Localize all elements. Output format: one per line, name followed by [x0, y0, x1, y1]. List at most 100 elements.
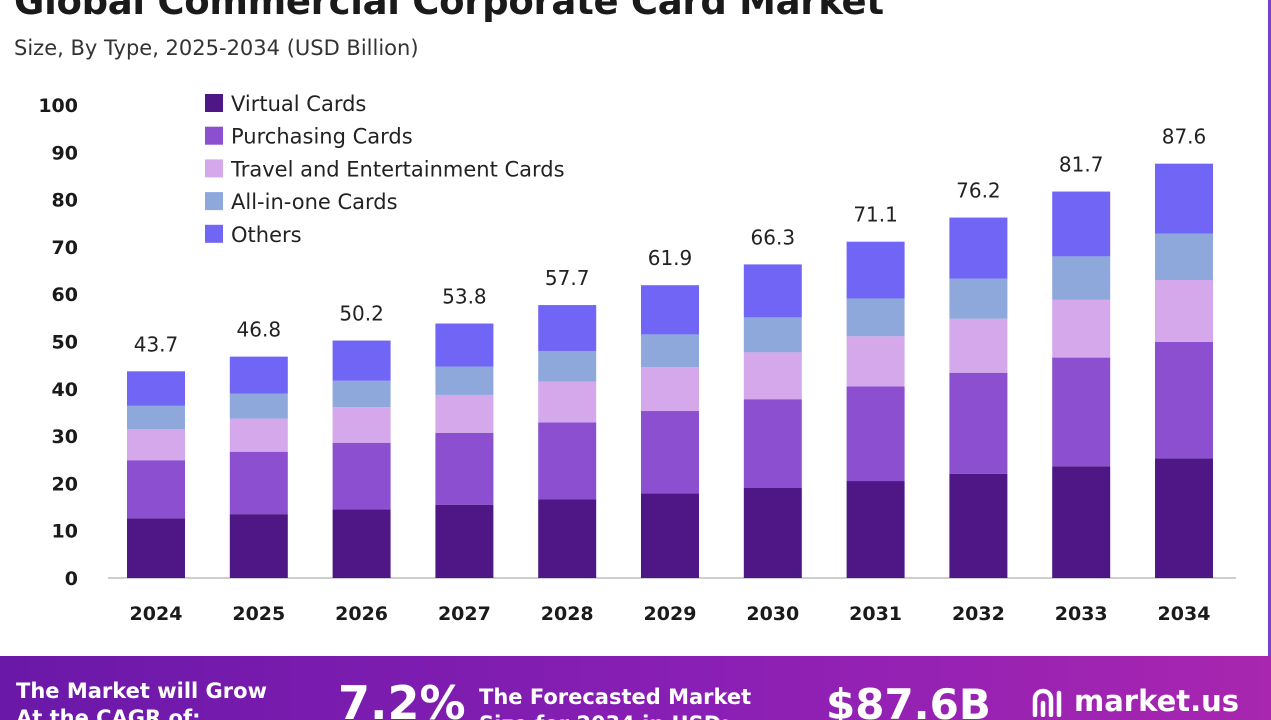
cagr-caption: The Market will Grow At the CAGR of: — [16, 678, 267, 720]
bar-segment — [743, 352, 802, 400]
legend-swatch — [205, 224, 223, 243]
x-tick-label: 2030 — [746, 603, 799, 625]
bar-total-label: 81.7 — [1059, 153, 1104, 177]
y-tick-label: 30 — [52, 426, 78, 448]
bar-segment — [127, 460, 185, 519]
bar-segment — [229, 514, 288, 578]
bar-total-label: 43.7 — [134, 332, 179, 356]
bar-segment — [332, 509, 391, 578]
bar-segment — [229, 393, 288, 419]
stacked-bar-chart: 010203040506070809010043.7202446.8202550… — [38, 92, 1236, 625]
forecast-caption-line1: The Forecasted Market — [479, 685, 752, 709]
bar-segment — [435, 394, 494, 433]
bar-segment — [332, 380, 391, 408]
bar-total-label: 76.2 — [956, 179, 1001, 203]
bar-segment — [538, 381, 597, 423]
legend-label: Virtual Cards — [231, 92, 366, 116]
bar-total-label: 53.8 — [442, 285, 487, 309]
bar-segment — [949, 278, 1008, 319]
bar-segment — [1052, 191, 1111, 257]
legend-swatch — [205, 94, 223, 112]
frame-accent — [1268, 0, 1271, 656]
bar-total-label: 87.6 — [1162, 125, 1207, 149]
bar-segment — [229, 451, 288, 515]
y-tick-label: 90 — [52, 142, 78, 164]
bar-segment — [949, 217, 1008, 279]
x-tick-label: 2034 — [1158, 603, 1211, 625]
bar-segment — [127, 405, 185, 430]
bar-segment — [743, 487, 802, 578]
bar-total-label: 50.2 — [339, 302, 384, 326]
bar-segment — [949, 473, 1008, 578]
legend-label: Others — [231, 223, 302, 247]
cagr-caption-line1: The Market will Grow — [16, 679, 267, 703]
cagr-caption-line2: At the CAGR of: — [16, 706, 201, 720]
x-tick-label: 2024 — [130, 603, 183, 625]
bar-segment — [332, 407, 391, 443]
forecast-value: $87.6B — [826, 680, 991, 720]
chart-title: Global Commercial Corporate Card Market — [14, 0, 884, 23]
bar-segment — [1155, 458, 1213, 578]
y-tick-label: 50 — [52, 332, 78, 354]
bar-segment — [1052, 466, 1111, 578]
chart-subtitle: Size, By Type, 2025-2034 (USD Billion) — [14, 36, 419, 60]
bar-segment — [743, 317, 802, 353]
bar-segment — [743, 399, 802, 488]
bar-segment — [1052, 256, 1111, 300]
bar-segment — [127, 429, 185, 461]
bar-segment — [1155, 163, 1213, 234]
x-tick-label: 2027 — [438, 603, 491, 625]
legend-swatch — [205, 159, 223, 178]
x-tick-label: 2025 — [232, 603, 285, 625]
bar-segment — [846, 298, 905, 337]
x-tick-label: 2026 — [335, 603, 388, 625]
x-tick-label: 2029 — [644, 603, 697, 625]
bar-segment — [641, 285, 699, 335]
x-tick-label: 2028 — [541, 603, 594, 625]
forecast-caption: The Forecasted Market Size for 2034 in U… — [479, 684, 751, 720]
bar-segment — [1052, 299, 1111, 358]
legend-label: Travel and Entertainment Cards — [230, 157, 565, 181]
bar-segment — [846, 241, 905, 299]
y-tick-label: 70 — [52, 237, 78, 259]
bar-segment — [538, 422, 597, 500]
y-tick-label: 60 — [52, 284, 78, 306]
bar-segment — [435, 504, 494, 578]
x-tick-label: 2032 — [952, 603, 1005, 625]
y-tick-label: 100 — [38, 95, 78, 117]
bar-segment — [1155, 341, 1213, 459]
bar-segment — [229, 356, 288, 394]
bar-total-label: 71.1 — [853, 203, 898, 227]
bar-segment — [229, 418, 288, 452]
y-tick-label: 10 — [52, 521, 78, 543]
legend-swatch — [205, 126, 223, 145]
x-tick-label: 2033 — [1055, 603, 1108, 625]
bar-segment — [641, 493, 699, 578]
market-us-logo-icon — [1032, 688, 1062, 717]
bar-total-label: 61.9 — [648, 246, 693, 270]
bar-total-label: 46.8 — [237, 318, 282, 342]
y-tick-label: 40 — [52, 379, 78, 401]
bar-segment — [641, 367, 699, 412]
y-tick-label: 0 — [65, 568, 78, 590]
bar-segment — [538, 499, 597, 578]
bar-segment — [949, 372, 1008, 474]
bar-segment — [949, 318, 1008, 373]
bar-segment — [332, 340, 391, 381]
bar-segment — [127, 518, 185, 578]
bar-segment — [127, 371, 185, 406]
forecast-caption-line2: Size for 2034 in USD: — [479, 711, 751, 720]
bar-segment — [641, 411, 699, 494]
bar-segment — [538, 305, 597, 351]
bar-segment — [846, 386, 905, 482]
bar-segment — [538, 350, 597, 382]
legend-swatch — [205, 192, 223, 211]
bar-segment — [1052, 357, 1111, 467]
y-tick-label: 80 — [52, 190, 78, 212]
bar-segment — [846, 481, 905, 578]
brand-name: market.us — [1074, 684, 1240, 718]
bar-total-label: 66.3 — [751, 225, 796, 249]
bar-total-label: 57.7 — [545, 266, 590, 290]
legend-label: Purchasing Cards — [231, 125, 413, 149]
brand-logo[interactable]: market.us — [1032, 684, 1239, 718]
